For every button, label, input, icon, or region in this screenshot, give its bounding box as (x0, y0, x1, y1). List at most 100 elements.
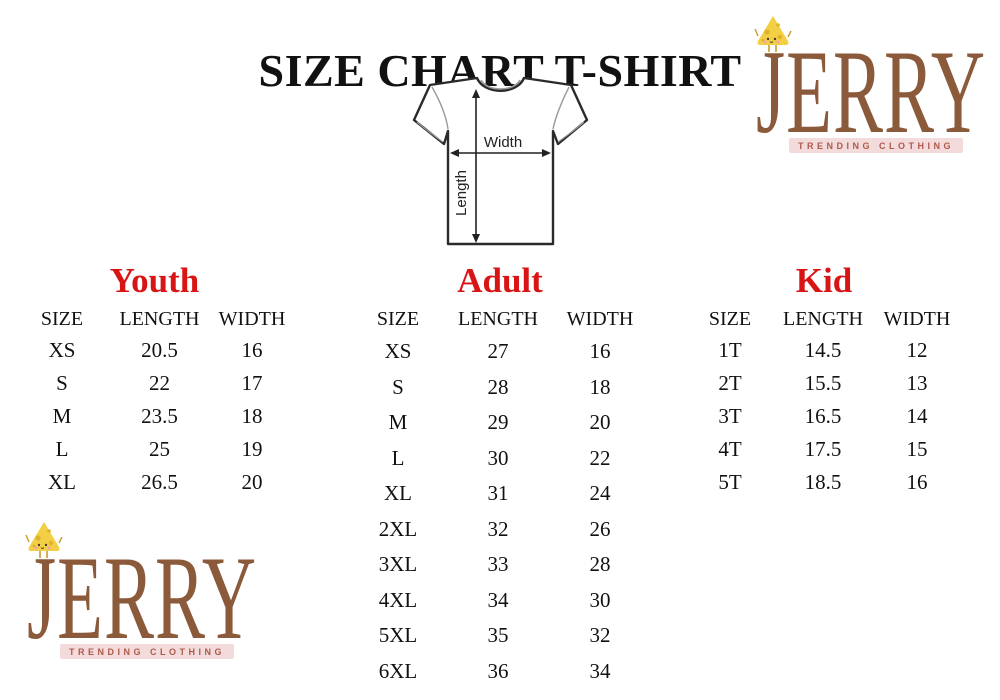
table-body: XS 20.5 16 S 22 17 M 23.5 18 L 25 19 XL 26.5 20 (12, 334, 297, 499)
adult-size-table: Adult SIZE LENGTH WIDTH XS 27 16 S 28 18 M 29 20 L 3… (350, 258, 650, 689)
brand-name: JERRY (27, 532, 258, 666)
table-cell: 22 (149, 371, 170, 395)
table-cell: 14.5 (804, 338, 842, 362)
table-cell: 36 (487, 658, 509, 683)
table-cell: 6XL (378, 658, 418, 683)
column-header: SIZE (708, 307, 752, 330)
table-cell: 32 (589, 623, 611, 648)
column-header: LENGTH (119, 307, 200, 330)
table-row: 4XL 34 30 (350, 583, 650, 619)
table-cell: 25 (149, 437, 170, 461)
table-row: 4T 17.5 15 (685, 433, 963, 466)
table-cell: 26 (589, 516, 611, 541)
table-header-row: SIZE LENGTH WIDTH (12, 304, 297, 334)
table-cell: 33 (487, 552, 509, 577)
table-cell: 28 (589, 552, 611, 577)
table-cell: 19 (241, 437, 263, 461)
table-cell: M (388, 410, 408, 435)
table-cell: 31 (487, 481, 509, 506)
table-cell: 23.5 (141, 404, 178, 428)
table-cell: 16 (241, 338, 263, 362)
table-row: 1T 14.5 12 (685, 334, 963, 367)
table-cell: 2T (718, 371, 742, 395)
table-cell: 20.5 (141, 338, 178, 362)
table-cell: 22 (589, 445, 611, 470)
table-cell: 2XL (378, 516, 418, 541)
cheese-mascot-icon (754, 16, 792, 52)
table-row: L 25 19 (12, 433, 297, 466)
table-row: L 30 22 (350, 441, 650, 477)
tshirt-diagram: Width Length (396, 63, 606, 259)
table-header-row: SIZE LENGTH WIDTH (350, 304, 650, 334)
table-cell: L (55, 437, 69, 461)
brand-tagline-badge: TRENDING CLOTHING (789, 138, 963, 153)
table-cell: 16 (906, 470, 928, 494)
table-cell: 14 (906, 404, 928, 428)
table-cell: 30 (487, 445, 509, 470)
table-cell: 34 (589, 658, 611, 683)
table-title: Adult (457, 261, 543, 300)
table-cell: 27 (487, 339, 509, 364)
table-cell: XS (384, 339, 412, 364)
table-cell: 29 (487, 410, 509, 435)
table-body: 1T 14.5 12 2T 15.5 13 3T 16.5 14 4T 17.5 15 5T 18.5 16 (685, 334, 963, 499)
table-cell: 34 (487, 587, 509, 612)
table-row: 6XL 36 34 (350, 654, 650, 690)
table-row: XS 20.5 16 (12, 334, 297, 367)
table-cell: 30 (589, 587, 611, 612)
table-cell: 17.5 (804, 437, 842, 461)
brand-logo-bottom: JERRY TRENDING CLOTHING (16, 516, 266, 678)
table-cell: 5T (718, 470, 742, 494)
youth-size-table: Youth SIZE LENGTH WIDTH XS 20.5 16 S 22 17 M 23.5… (12, 258, 297, 499)
table-cell: 18 (589, 374, 611, 399)
table-cell: XS (48, 338, 76, 362)
table-row: S 28 18 (350, 370, 650, 406)
brand-tagline-badge: TRENDING CLOTHING (60, 644, 234, 659)
table-title: Kid (795, 261, 853, 300)
table-cell: 35 (487, 623, 509, 648)
table-cell: XL (384, 481, 412, 506)
table-row: 2XL 32 26 (350, 512, 650, 548)
column-header: SIZE (376, 307, 420, 330)
brand-name: JERRY (756, 26, 987, 160)
table-cell: S (392, 374, 404, 399)
column-header: LENGTH (783, 307, 863, 330)
table-row: 5T 18.5 16 (685, 466, 963, 499)
column-header: WIDTH (218, 307, 286, 330)
column-header: WIDTH (883, 307, 951, 330)
table-cell: 18.5 (804, 470, 842, 494)
table-row: M 29 20 (350, 405, 650, 441)
table-cell: 1T (718, 338, 742, 362)
table-cell: 17 (241, 371, 263, 395)
table-cell: 20 (589, 410, 611, 435)
column-header: LENGTH (458, 307, 538, 330)
table-header-row: SIZE LENGTH WIDTH (685, 304, 963, 334)
table-cell: 4T (718, 437, 742, 461)
table-row: XL 26.5 20 (12, 466, 297, 499)
table-row: XL 31 24 (350, 476, 650, 512)
table-cell: 5XL (378, 623, 418, 648)
table-cell: 13 (906, 371, 928, 395)
column-header: WIDTH (566, 307, 634, 330)
table-row: XS 27 16 (350, 334, 650, 370)
tshirt-outline-icon: Width Length (412, 76, 589, 246)
kid-size-table: Kid SIZE LENGTH WIDTH 1T 14.5 12 2T 15.5 13 3T 16… (685, 258, 963, 499)
table-cell: 32 (487, 516, 509, 541)
width-label: Width (484, 134, 522, 151)
table-cell: 15.5 (804, 371, 842, 395)
table-body: XS 27 16 S 28 18 M 29 20 L 30 22 XL 31 24 2XL 32 26 3XL 33 2… (350, 334, 650, 689)
table-row: 3XL 33 28 (350, 547, 650, 583)
table-cell: 26.5 (141, 470, 178, 494)
table-row: 3T 16.5 14 (685, 400, 963, 433)
table-row: S 22 17 (12, 367, 297, 400)
table-cell: 4XL (378, 587, 418, 612)
table-row: M 23.5 18 (12, 400, 297, 433)
table-cell: 28 (487, 374, 509, 399)
table-cell: 20 (241, 470, 263, 494)
page-title: SIZE CHART T-SHIRT (258, 44, 742, 96)
table-cell: 3T (718, 404, 742, 428)
table-cell: 15 (906, 437, 928, 461)
table-cell: L (391, 445, 405, 470)
table-cell: 3XL (378, 552, 418, 577)
brand-logo-top: JERRY TRENDING CLOTHING (745, 10, 995, 172)
